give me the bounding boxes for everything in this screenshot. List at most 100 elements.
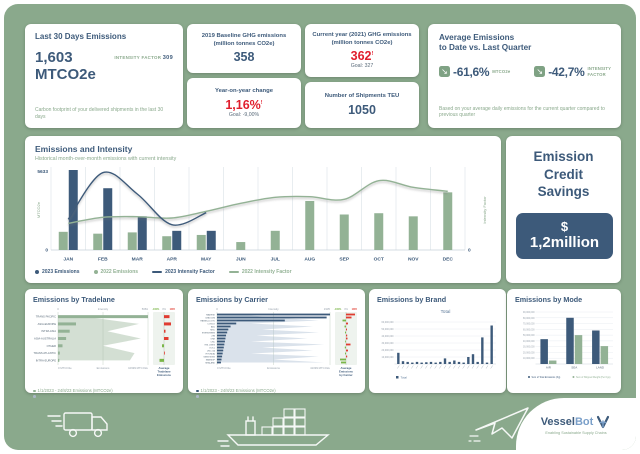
chart-legend[interactable]: 2023 Emissions 2022 Emissions 2023 Intensi… <box>35 269 491 275</box>
mode-bar-weight <box>574 335 583 364</box>
svg-text:Intensity: Intensity <box>268 307 279 311</box>
emissions-bar <box>217 343 225 346</box>
svg-text:80,000,000: 80,000,000 <box>523 318 535 320</box>
emissions-bar <box>58 337 67 340</box>
arrow-down-right-icon: ↘ <box>439 66 450 77</box>
alert-icon: ! <box>371 50 374 57</box>
kpi-title: Last 30 Days Emissions <box>35 32 127 41</box>
brand-bar <box>457 361 461 364</box>
kpi-card-average-emissions: Average Emissions to Date vs. Last Quart… <box>428 24 621 128</box>
brand-bar <box>443 358 447 364</box>
svg-text:MAERSK: MAERSK <box>206 314 215 317</box>
intensity-factor-label: INTENSITY FACTOR <box>114 55 162 60</box>
bars-2022-emissions <box>58 192 453 250</box>
emissions-bar <box>217 358 222 361</box>
svg-text:0: 0 <box>45 248 48 254</box>
kpi-card-last-30-days: Last 30 Days Emissions 1,603 MTCO2e INTE… <box>25 24 183 128</box>
svg-text:0: 0 <box>216 307 218 311</box>
brand-bar <box>471 354 475 364</box>
container-ship-icon <box>216 397 338 450</box>
svg-text:0%: 0% <box>162 308 166 311</box>
svg-text:APR: APR <box>167 257 178 263</box>
svg-text:100%: 100% <box>352 308 357 311</box>
delta-bar <box>341 361 346 364</box>
delta-bar <box>344 325 346 328</box>
svg-text:FEB: FEB <box>98 257 108 263</box>
svg-text:TRANS ATLANTIC: TRANS ATLANTIC <box>34 351 57 355</box>
intensity-area <box>58 316 141 361</box>
emissions-bar <box>217 316 327 319</box>
emissions-by-brand-card: Emissions by Brand Total 10,000,000 20,000… <box>369 289 506 393</box>
svg-text:10,000,000: 10,000,000 <box>523 358 535 360</box>
panel-title: Emissions by Brand <box>377 295 447 304</box>
legend-item[interactable]: 2023 Intensity Factor <box>152 269 215 275</box>
chart-title: Emissions and Intensity <box>35 144 133 154</box>
kpi-value: 362! <box>350 48 374 63</box>
kpi-card-shipments: Number of Shipments TEU 1050 <box>305 82 419 128</box>
svg-text:0 MTCO2e: 0 MTCO2e <box>58 366 72 370</box>
kpi-title: Current year (2021) GHG emissions (milli… <box>312 32 412 46</box>
brand-plot[interactable]: Total 10,000,000 20,000,000 30,000,000 40,00… <box>377 304 498 387</box>
legend-label: 2023 Intensity Factor <box>165 269 215 275</box>
emissions-bar <box>58 329 70 333</box>
legend-label: 2023 Emissions <box>42 269 80 275</box>
chart-subtitle: Historical month-over-month emissions wi… <box>35 156 177 162</box>
legend-item[interactable]: 2023 Emissions <box>35 269 80 275</box>
emissions-by-carrier-card: Emissions by Carrier 0 Intensity 1935 -100%… <box>188 289 365 399</box>
emissions-bar <box>58 322 77 326</box>
kpi-value: 358 <box>233 49 255 64</box>
legend-item[interactable]: 2022 Emissions <box>93 269 138 275</box>
svg-text:MTCO2e: MTCO2e <box>36 201 41 218</box>
brand-bar <box>397 352 400 364</box>
svg-text:LAND: LAND <box>596 366 605 370</box>
svg-text:YML LINES: YML LINES <box>204 345 215 347</box>
svg-text:DEC: DEC <box>443 257 454 263</box>
vesselbot-logo-blob: VesselBot Enabling Sustainable Supply Ch… <box>516 398 636 450</box>
vesselbot-tagline: Enabling Sustainable Supply Chains <box>545 430 607 435</box>
delta-bar <box>346 349 348 352</box>
emissions-bar <box>217 346 224 349</box>
brand-bar <box>429 361 433 364</box>
emissions-bar <box>217 340 225 343</box>
emissions-by-mode-card: Emissions by Mode 10,000,000 20,000,000 30… <box>507 289 621 393</box>
intensity-factor-value: 309 <box>162 55 173 61</box>
brand-bar <box>411 362 414 364</box>
brand-bar <box>425 362 428 364</box>
svg-text:HAPAG-LLOYD: HAPAG-LLOYD <box>200 320 215 323</box>
svg-text:0 MTCO2e: 0 MTCO2e <box>217 366 231 370</box>
svg-text:70,000,000: 70,000,000 <box>523 324 535 326</box>
svg-text:Intensity Factor: Intensity Factor <box>482 196 487 224</box>
emissions-bar <box>58 358 60 362</box>
delta-bar <box>346 334 348 337</box>
kpi-card-current-year: Current year (2021) GHG emissions (milli… <box>305 24 419 77</box>
svg-text:SAMSKIP: SAMSKIP <box>206 359 216 362</box>
kpi-card-baseline: 2019 Baseline GHG emissions (million ton… <box>187 24 301 73</box>
footnote: Intensity Factor <box>196 394 357 400</box>
emissions-bar <box>217 313 330 316</box>
arrow-down-right-icon: ↘ <box>534 66 546 77</box>
svg-text:AUG: AUG <box>304 257 315 263</box>
svg-text:OOCL: OOCL <box>209 348 216 350</box>
emissions-intensity-plot[interactable]: 5633 0 0 MTCO2e Intensity Factor JAN FEB MAR APR… <box>35 162 491 268</box>
svg-text:60,000,000: 60,000,000 <box>382 321 395 324</box>
delta-bar <box>346 322 348 325</box>
intensity-area <box>217 314 325 363</box>
emissions-bar <box>58 344 63 348</box>
delta-bar <box>159 358 164 362</box>
mode-plot[interactable]: 10,000,000 20,000,000 30,000,000 40,000,000… <box>515 304 613 391</box>
emissions-bar <box>217 325 231 328</box>
tradelane-plot[interactable]: 0 Intensity 5681-100%0% 100% TRANS PACIFIC AS… <box>33 304 177 387</box>
legend-item[interactable]: 2022 Intensity Factor <box>228 269 292 275</box>
svg-text:10,000,000: 10,000,000 <box>382 356 395 359</box>
svg-text:0: 0 <box>57 307 59 311</box>
svg-text:ONE: ONE <box>210 339 215 341</box>
kpi-unit: MTCO2e <box>35 66 96 84</box>
svg-text:30,000,000: 30,000,000 <box>523 347 535 349</box>
delta-bar <box>345 331 346 334</box>
svg-text:EVERGREEN: EVERGREEN <box>202 333 216 335</box>
kpi-title: Average Emissions to Date vs. Last Quart… <box>439 33 532 53</box>
brand-bar <box>462 362 465 364</box>
emissions-bar <box>217 349 224 352</box>
delta-bar <box>346 316 352 319</box>
